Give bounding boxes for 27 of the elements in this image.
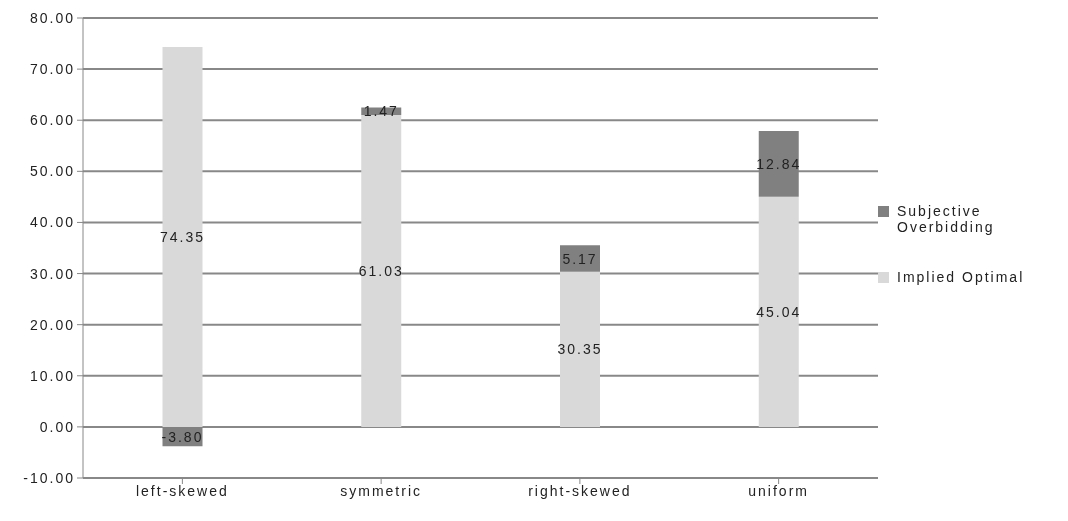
y-tick-label: 70.00 (29, 61, 75, 78)
y-tick-label: 60.00 (29, 112, 75, 129)
y-tick-label: 30.00 (29, 265, 75, 282)
x-tick-label: right-skewed (528, 482, 632, 499)
x-tick-label: uniform (748, 482, 809, 499)
bar (560, 245, 600, 272)
bar (560, 271, 600, 427)
x-tick-label: left-skewed (135, 482, 229, 499)
data-label: 45.04 (756, 303, 802, 320)
data-label: 1.47 (363, 103, 399, 120)
y-tick-label: 0.00 (39, 418, 75, 435)
bar (162, 46, 203, 427)
data-label: 5.17 (562, 250, 598, 267)
data-label: 61.03 (358, 262, 404, 279)
y-tick-label: 40.00 (29, 214, 75, 231)
legend-label: Subjective Overbidding (897, 202, 996, 235)
y-tick-label: 80.00 (29, 9, 75, 26)
y-tick-label: 50.00 (29, 163, 75, 180)
y-tick-label: -10.00 (23, 469, 75, 486)
x-tick-label: symmetric (340, 482, 423, 499)
y-tick-label: 10.00 (29, 367, 75, 384)
data-label: 30.35 (557, 341, 603, 358)
legend-label: Implied Optimal (897, 268, 1025, 285)
bar (361, 114, 402, 427)
bar (758, 196, 799, 427)
y-tick-label: 20.00 (29, 316, 75, 333)
data-label: 74.35 (159, 228, 206, 245)
